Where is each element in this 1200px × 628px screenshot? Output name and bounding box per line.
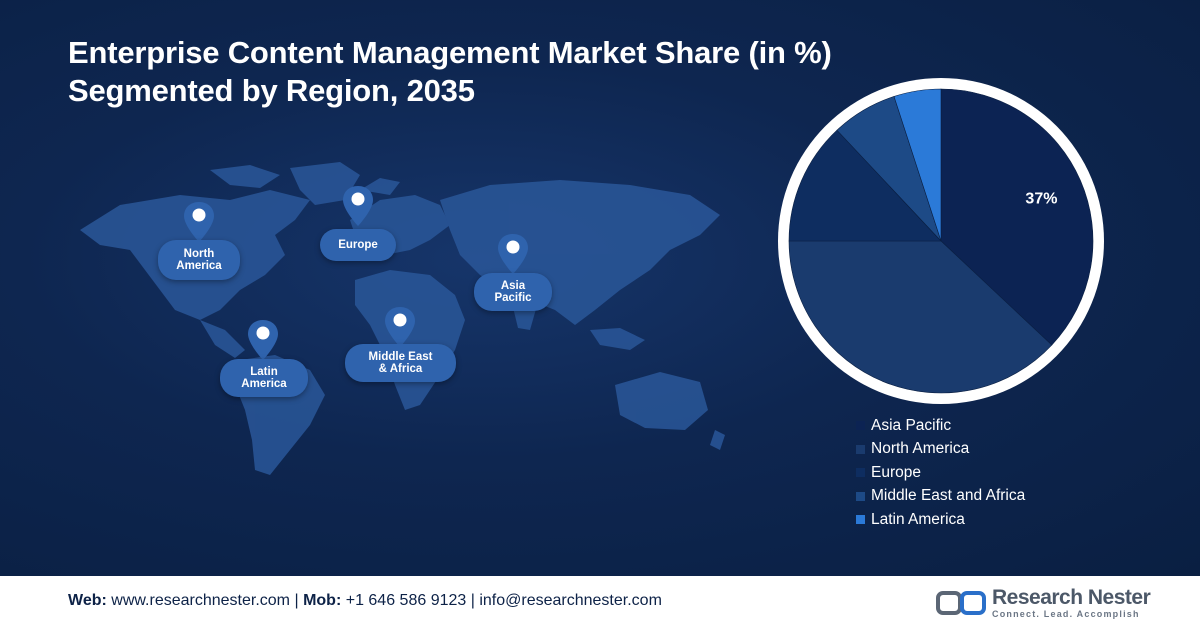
pie-slice-asia-pacific (940, 88, 1094, 346)
legend-swatch (856, 421, 865, 431)
legend-swatch (856, 491, 865, 501)
region-label-north-america-line1: North (183, 248, 215, 260)
region-label-latin-america-line1: Latin (250, 366, 278, 378)
north-america-pin-icon (182, 200, 216, 244)
region-label-europe-line1: Europe (338, 239, 378, 251)
footer-separator-2: | (470, 592, 475, 609)
legend-label: Europe (871, 463, 921, 481)
legend-label: North America (871, 440, 970, 458)
legend-label: Latin America (871, 510, 965, 528)
pie-data-label: 37% (1025, 191, 1057, 208)
research-nester-logo-icon (936, 591, 986, 615)
pie-chart: 37% (766, 78, 1116, 404)
legend-label: Middle East and Africa (871, 487, 1026, 505)
pie-slice-latin-america (893, 88, 942, 242)
footer-mob-label: Mob: (303, 592, 342, 609)
region-label-north-america-line2: America (176, 260, 222, 272)
legend-swatch (856, 515, 865, 525)
legend-swatch (856, 468, 865, 478)
latin-america-pin-icon (246, 318, 280, 362)
pie-chart-svg: 37% (778, 78, 1104, 404)
footer-contact: Web: www.researchnester.com | Mob: +1 64… (68, 592, 662, 610)
chart-title: Enterprise Content Management Market Sha… (68, 34, 832, 110)
region-label-europe: Europe (320, 229, 396, 261)
research-nester-logo[interactable]: Research Nester Connect. Lead. Accomplis… (936, 584, 1151, 622)
title-line-2: Segmented by Region, 2035 (68, 73, 475, 108)
legend-item: Latin America (856, 508, 1025, 532)
logo-tagline: Connect. Lead. Accomplish (992, 609, 1140, 619)
legend-item: Europe (856, 461, 1025, 485)
legend-item: Middle East and Africa (856, 485, 1025, 509)
legend-item: Asia Pacific (856, 414, 1025, 438)
legend-item: North America (856, 438, 1025, 462)
region-label-middle-east-africa-line2: & Africa (378, 363, 423, 375)
region-label-middle-east-africa-line1: Middle East (368, 351, 433, 363)
footer-web-label: Web: (68, 592, 107, 609)
europe-pin-icon (341, 184, 375, 228)
region-label-asia-pacific: Asia Pacific (474, 273, 552, 311)
pie-slice-north-america (788, 240, 1053, 394)
region-label-latin-america: Latin America (220, 359, 308, 397)
asia-pacific-pin-icon (496, 232, 530, 276)
footer-web-link[interactable]: www.researchnester.com (111, 592, 290, 609)
legend-swatch (856, 444, 865, 454)
logo-name: Research Nester (992, 586, 1151, 609)
footer-phone[interactable]: +1 646 586 9123 (345, 592, 467, 609)
footer-bar: Web: www.researchnester.com | Mob: +1 64… (0, 576, 1200, 628)
footer-separator-1: | (294, 592, 299, 609)
region-label-asia-pacific-line2: Pacific (494, 292, 532, 304)
title-line-1: Enterprise Content Management Market Sha… (68, 35, 832, 70)
legend-label: Asia Pacific (871, 416, 952, 434)
infographic-panel: Enterprise Content Management Market Sha… (0, 0, 1200, 576)
chart-legend: Asia Pacific North America Europe Middle Ea… (856, 414, 1025, 532)
pie-slice-europe (788, 129, 942, 242)
region-label-middle-east-africa: Middle East & Africa (345, 344, 456, 382)
middle-east-africa-pin-icon (383, 305, 417, 349)
region-label-north-america: North America (158, 240, 240, 280)
region-label-latin-america-line2: America (241, 378, 287, 390)
region-label-asia-pacific-line1: Asia (500, 280, 526, 292)
footer-email-link[interactable]: info@researchnester.com (479, 592, 662, 609)
